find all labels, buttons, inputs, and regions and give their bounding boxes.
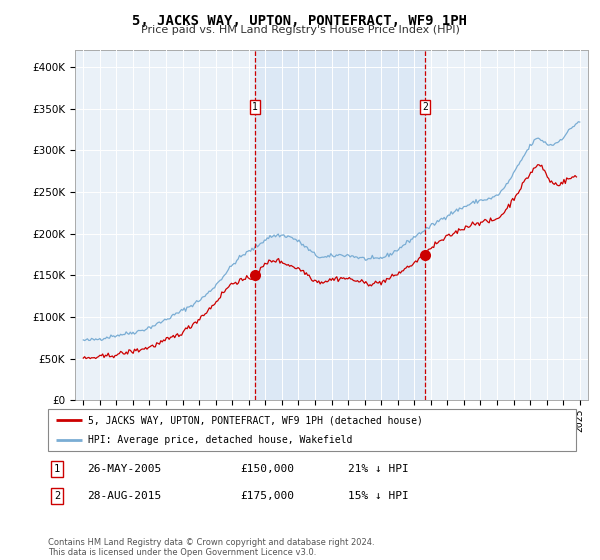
Text: 26-MAY-2005: 26-MAY-2005 [87,464,161,474]
Text: £175,000: £175,000 [240,491,294,501]
Text: HPI: Average price, detached house, Wakefield: HPI: Average price, detached house, Wake… [88,435,352,445]
Text: 21% ↓ HPI: 21% ↓ HPI [348,464,409,474]
Text: 1: 1 [54,464,60,474]
Text: 1: 1 [252,102,258,112]
Text: Price paid vs. HM Land Registry's House Price Index (HPI): Price paid vs. HM Land Registry's House … [140,25,460,35]
Text: 2: 2 [54,491,60,501]
Text: Contains HM Land Registry data © Crown copyright and database right 2024.
This d: Contains HM Land Registry data © Crown c… [48,538,374,557]
Text: 5, JACKS WAY, UPTON, PONTEFRACT, WF9 1PH (detached house): 5, JACKS WAY, UPTON, PONTEFRACT, WF9 1PH… [88,415,422,425]
Text: 15% ↓ HPI: 15% ↓ HPI [348,491,409,501]
Text: £150,000: £150,000 [240,464,294,474]
Text: 5, JACKS WAY, UPTON, PONTEFRACT, WF9 1PH: 5, JACKS WAY, UPTON, PONTEFRACT, WF9 1PH [133,14,467,28]
Bar [255,50,425,400]
Text: 28-AUG-2015: 28-AUG-2015 [87,491,161,501]
Text: 2: 2 [422,102,428,112]
